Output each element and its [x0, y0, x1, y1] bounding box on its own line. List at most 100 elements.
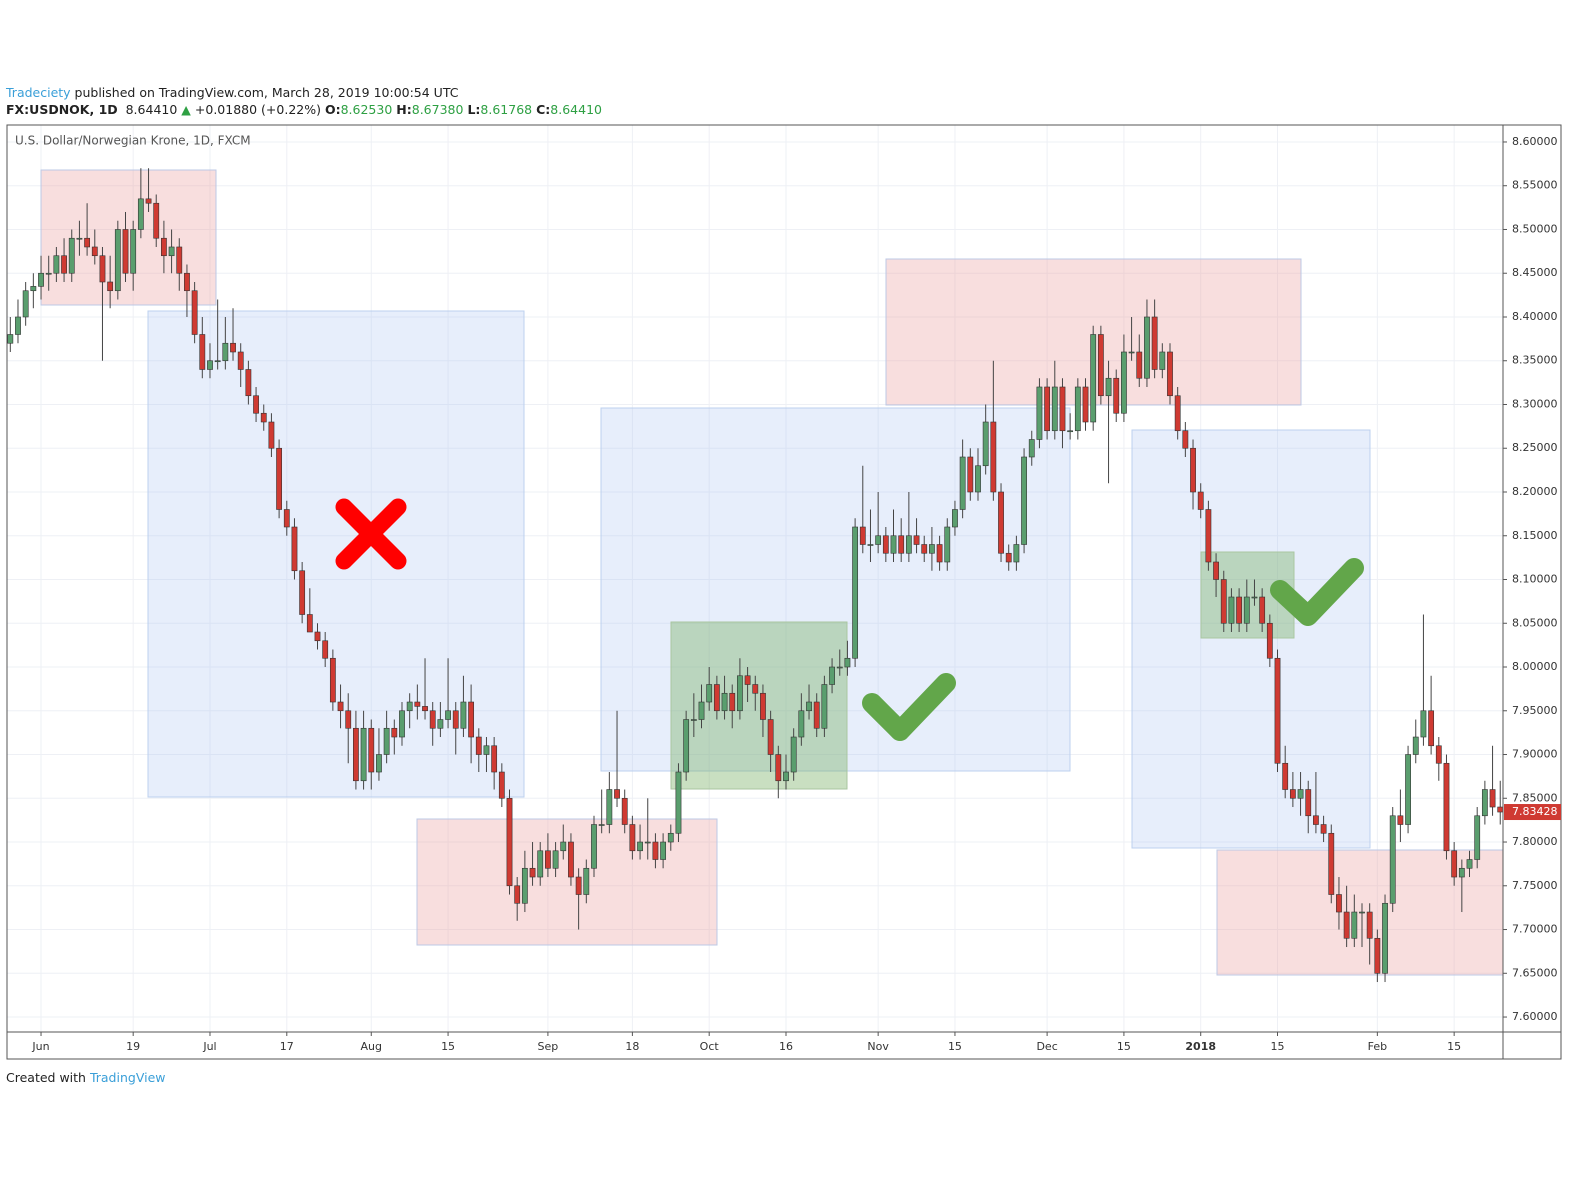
candle-body [1021, 456, 1027, 545]
candle-body [291, 526, 298, 572]
candle-body [867, 544, 874, 546]
y-tick-label: 7.95000 [1512, 704, 1558, 717]
y-tick-label: 7.80000 [1512, 835, 1558, 848]
frame [6, 124, 1562, 1060]
x-tick-label: Aug [361, 1040, 382, 1053]
candle-body [990, 421, 997, 493]
zone-range [147, 310, 525, 798]
candle-body [15, 316, 21, 335]
candle-body [414, 701, 421, 707]
candle-body [1251, 596, 1258, 599]
candle-body [1282, 762, 1289, 790]
candle-body [859, 526, 866, 545]
candle-body [744, 675, 751, 685]
candle-body [683, 719, 690, 773]
candle-body [1489, 789, 1496, 808]
candle-body [591, 824, 597, 869]
author[interactable]: Tradeciety [6, 85, 71, 100]
candle-body [598, 824, 605, 826]
candle-body [537, 850, 544, 878]
candle-body [153, 202, 160, 239]
candle-body [360, 727, 367, 782]
chart-title: U.S. Dollar/Norwegian Krone, 1D, FXCM [15, 134, 251, 148]
x-tick-label: 16 [779, 1040, 793, 1053]
candle-body [184, 272, 190, 292]
y-tick-label: 7.75000 [1512, 879, 1558, 892]
candle-body [575, 876, 582, 895]
candle-body [399, 710, 405, 738]
candle-body [629, 824, 636, 852]
candle-body [583, 867, 590, 895]
candle-body [675, 771, 682, 834]
arrow: ▲ [181, 102, 191, 117]
y-tick-label: 8.15000 [1512, 529, 1558, 542]
candle-body [1289, 789, 1296, 799]
candle-body [813, 701, 820, 729]
candle-body [176, 246, 183, 274]
candle-body [982, 421, 989, 467]
y-tick-label: 7.85000 [1512, 791, 1558, 804]
x-tick-label: Nov [867, 1040, 889, 1053]
candle-body [161, 237, 167, 257]
candle-body [1174, 395, 1181, 432]
candle-body [483, 745, 490, 755]
candle-body [38, 272, 44, 287]
y-tick-label: 8.20000 [1512, 485, 1558, 498]
candle-body [621, 797, 628, 825]
candle-body [422, 706, 428, 712]
y-tick-label: 8.35000 [1512, 354, 1558, 367]
candle-body [445, 710, 451, 720]
candle-body [821, 684, 828, 729]
candle-body [114, 229, 121, 292]
candle-body [498, 771, 505, 799]
candle-body [230, 342, 236, 353]
candle-body [1374, 937, 1381, 974]
candle-body [959, 456, 966, 510]
candle-body [306, 614, 313, 633]
candle-body [752, 684, 759, 694]
candle-body [614, 789, 620, 799]
candle-body [644, 841, 651, 844]
candle-body [68, 237, 75, 274]
candle-body [775, 754, 782, 782]
candle-body [552, 850, 559, 869]
candle-body [1167, 351, 1173, 397]
candle-body [798, 710, 805, 738]
zone-support [416, 818, 718, 946]
x-tick-label: 15 [948, 1040, 962, 1053]
candle-body [1336, 894, 1342, 913]
candle-body [652, 841, 659, 860]
candle-body [1121, 351, 1127, 414]
candle-body [1474, 815, 1481, 860]
candle-body [53, 255, 60, 274]
candle-body [1351, 911, 1358, 939]
candle-body [1105, 377, 1112, 397]
candle-body [1144, 316, 1150, 379]
candle-body [829, 666, 835, 685]
brand[interactable]: TradingView [89, 1070, 166, 1085]
candle-body [7, 334, 14, 344]
candle-body [452, 710, 459, 729]
candle-body [514, 885, 521, 904]
candle-body [706, 684, 713, 703]
candle-body [1405, 754, 1411, 825]
x-tick-label: 17 [280, 1040, 294, 1053]
candle-body [1297, 789, 1304, 799]
candle-body [1044, 386, 1051, 432]
candle-body [214, 360, 221, 363]
x-tick-label: Sep [538, 1040, 559, 1053]
candle-body [268, 421, 275, 449]
price-tag-label: 7.83428 [1512, 805, 1558, 818]
candle-body [1458, 867, 1465, 878]
candle-body [429, 710, 436, 729]
y-tick-label: 8.50000 [1512, 222, 1558, 235]
y-tick-label: 8.25000 [1512, 441, 1558, 454]
h: 8.67380 [411, 102, 464, 117]
y-tick-label: 7.60000 [1512, 1010, 1558, 1023]
candle-body [1228, 596, 1235, 624]
candle-body [921, 544, 928, 554]
candle-body [875, 535, 882, 545]
published: published on TradingView.com, March 28, … [74, 85, 459, 100]
